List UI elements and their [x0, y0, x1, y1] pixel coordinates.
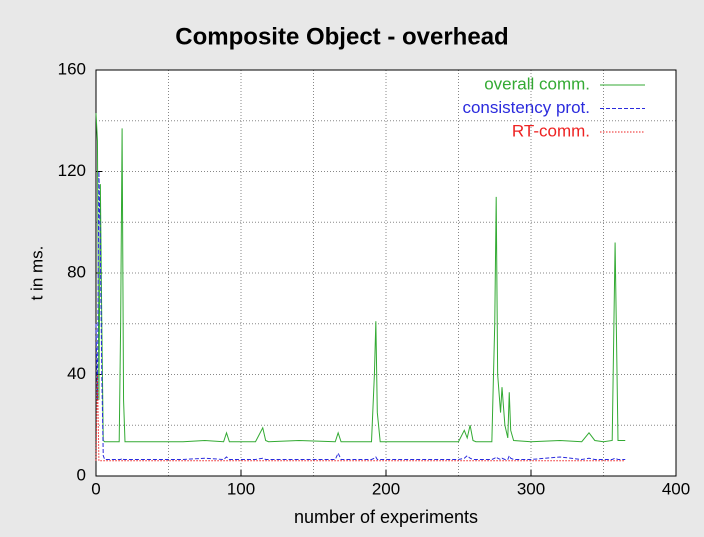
data-line [95, 374, 626, 462]
y-tick-label: 160 [58, 59, 86, 78]
x-tick-label: 400 [662, 479, 690, 498]
y-axis-label: t in ms. [27, 246, 46, 301]
legend-label: RT-comm. [512, 121, 590, 140]
y-tick-label: 0 [77, 465, 86, 484]
x-axis-label: number of experiments [294, 507, 478, 527]
plot-frame [95, 69, 677, 477]
y-tick-label: 80 [67, 262, 86, 281]
data-line [95, 113, 626, 443]
x-tick-label: 200 [372, 479, 400, 498]
x-tick-label: 100 [227, 479, 255, 498]
x-tick-label: 300 [517, 479, 545, 498]
data-line [95, 171, 626, 461]
y-tick-label: 120 [58, 161, 86, 180]
y-tick-label: 40 [67, 364, 86, 383]
legend-label: overall comm. [484, 74, 590, 93]
x-tick-label: 0 [91, 479, 100, 498]
legend-label: consistency prot. [462, 98, 590, 117]
chart-title: Composite Object - overhead [175, 23, 508, 50]
